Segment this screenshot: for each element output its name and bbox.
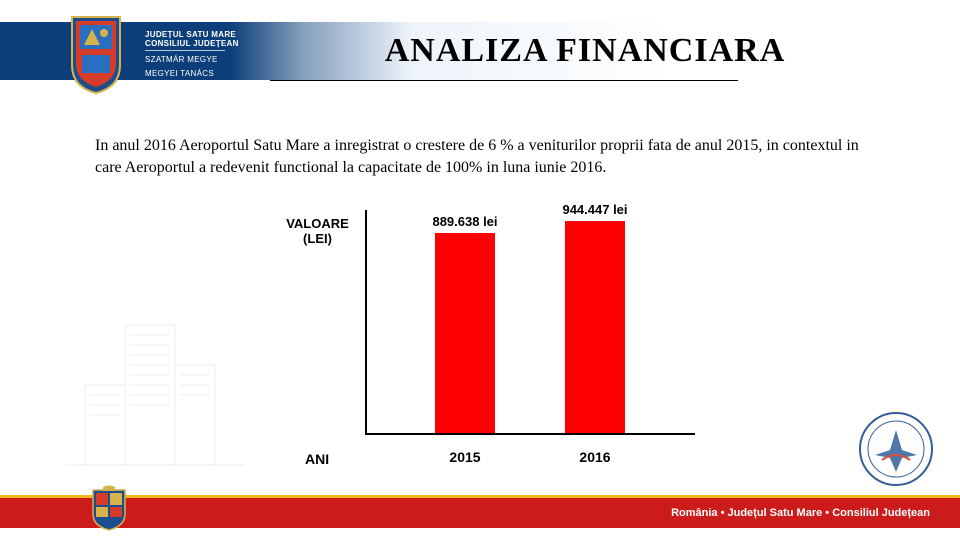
org-text-block: JUDEȚUL SATU MARE CONSILIUL JUDEȚEAN SZA… — [145, 30, 239, 83]
romania-coat-of-arms-icon — [90, 484, 128, 532]
chart-x-label: ANI — [305, 451, 329, 467]
chart-bar-label-2016: 944.447 lei — [550, 202, 640, 217]
chart-bar-label-2015: 889.638 lei — [420, 214, 510, 229]
footer-bar: România • Județul Satu Mare • Consiliul … — [0, 498, 960, 528]
page-title: ANALIZA FINANCIARA — [270, 32, 900, 70]
title-underline — [270, 80, 738, 81]
footer-text: România • Județul Satu Mare • Consiliul … — [671, 507, 930, 519]
org-line-4: MEGYEI TANÁCS — [145, 69, 239, 78]
chart-y-axis — [365, 210, 367, 435]
chart-bar-2015 — [435, 233, 495, 433]
body-paragraph: In anul 2016 Aeroportul Satu Mare a inre… — [95, 135, 880, 178]
org-line-2: CONSILIUL JUDEȚEAN — [145, 39, 239, 48]
revenue-bar-chart: VALOARE (LEI) ANI 889.638 lei 2015 944.4… — [275, 195, 725, 475]
org-line-3: SZATMÁR MEGYE — [145, 55, 239, 64]
chart-bar-2016 — [565, 221, 625, 434]
airport-logo-icon — [857, 410, 935, 488]
background-building-icon — [65, 305, 245, 485]
county-crest-icon — [70, 15, 122, 95]
chart-tick-2015: 2015 — [445, 449, 485, 465]
chart-tick-2016: 2016 — [575, 449, 615, 465]
chart-y-label: VALOARE (LEI) — [275, 217, 360, 247]
org-line-1: JUDEȚUL SATU MARE — [145, 30, 239, 39]
chart-x-axis — [365, 433, 695, 435]
